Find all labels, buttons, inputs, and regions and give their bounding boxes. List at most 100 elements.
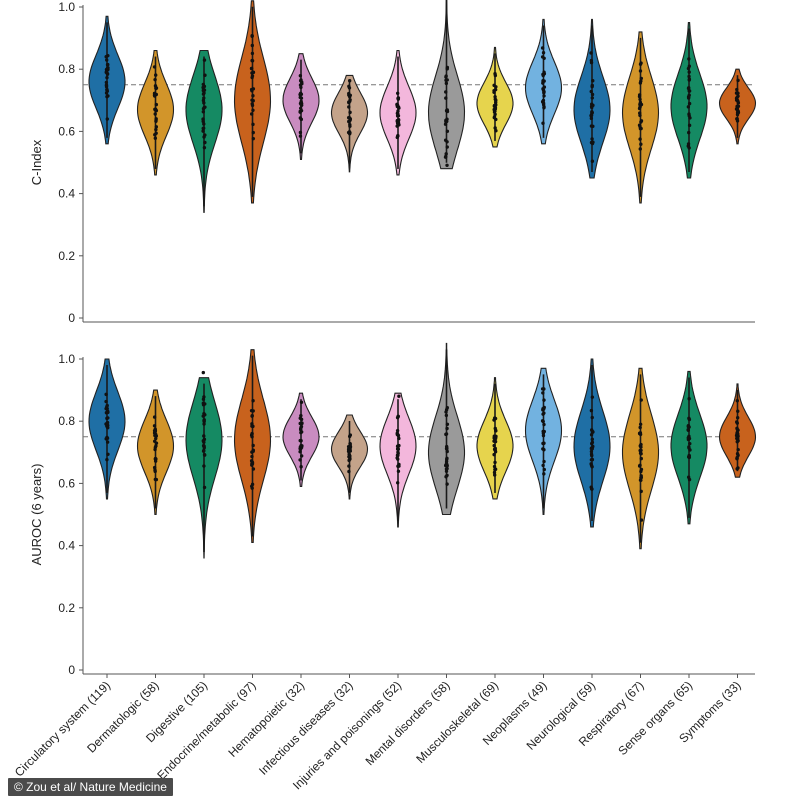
- violin-point: [687, 416, 691, 421]
- violin-point: [445, 422, 450, 427]
- y-tick-label: 0.6: [58, 124, 75, 138]
- violin-point: [541, 408, 545, 412]
- violin-point: [106, 66, 110, 70]
- violin-point: [492, 83, 496, 88]
- violin-point: [396, 469, 401, 473]
- violin-point: [493, 467, 497, 472]
- violin-point: [687, 57, 691, 61]
- violin-point: [735, 416, 740, 420]
- violin-point: [251, 70, 255, 74]
- y-tick-label: 0.6: [58, 476, 75, 490]
- violin-point: [736, 453, 740, 458]
- violin-point: [687, 397, 691, 401]
- violin-point: [444, 459, 449, 464]
- violin-point: [250, 34, 254, 38]
- violin-point: [251, 443, 255, 448]
- violin-point: [735, 91, 740, 95]
- violin-point: [638, 81, 643, 85]
- violin-point: [250, 43, 255, 48]
- x-tick-label: Endocrine/metabolic (97): [154, 678, 258, 782]
- violin-point: [250, 435, 254, 439]
- violin-point: [493, 460, 497, 465]
- y-tick-label: 1.0: [58, 352, 75, 366]
- violin-point: [687, 477, 692, 482]
- violin-point: [153, 77, 157, 82]
- violin-point: [541, 98, 546, 103]
- violin-point: [201, 449, 206, 453]
- violin-point: [104, 55, 108, 59]
- violin-point: [346, 130, 351, 135]
- violin-point: [250, 103, 255, 108]
- violin-point: [542, 448, 546, 452]
- violin-point: [105, 70, 109, 74]
- violin-point: [444, 152, 448, 156]
- violin-point: [493, 446, 497, 451]
- violin-point: [106, 452, 110, 456]
- violin-point: [445, 446, 449, 450]
- violin-point: [251, 136, 256, 141]
- y-tick-label: 0: [68, 663, 75, 677]
- violin-point: [153, 108, 157, 112]
- violin-point: [493, 426, 497, 431]
- violin-point: [591, 140, 595, 144]
- violin-point: [589, 458, 594, 462]
- violin-point: [590, 96, 594, 100]
- violin-point: [590, 415, 594, 420]
- violin-point: [202, 422, 206, 426]
- violin-point: [298, 91, 303, 96]
- violin-point: [203, 413, 207, 417]
- violin-point: [589, 116, 594, 121]
- violin-point: [152, 465, 157, 470]
- violin-point: [348, 98, 352, 102]
- y-tick-label: 1.0: [58, 0, 75, 14]
- violin-point: [639, 448, 643, 453]
- violin-point: [396, 109, 400, 113]
- violin-point: [395, 481, 400, 485]
- violin-point: [589, 89, 593, 94]
- violin-point: [735, 111, 740, 115]
- violin-point: [444, 90, 448, 94]
- violin-point: [201, 92, 206, 96]
- violin-point: [154, 86, 159, 90]
- violin-point: [638, 97, 642, 102]
- violin-point: [105, 457, 109, 462]
- violin-point: [251, 94, 255, 98]
- violin-point: [105, 440, 110, 444]
- violin-point: [736, 78, 740, 83]
- violin-point: [300, 82, 304, 86]
- violin-point: [493, 87, 498, 92]
- violin-point: [736, 447, 740, 452]
- violin-point: [638, 124, 642, 129]
- violin-point: [396, 451, 400, 456]
- violin-point: [542, 85, 547, 89]
- y-tick-label: 0: [68, 311, 75, 325]
- violin-point: [639, 475, 644, 480]
- violin-point: [202, 122, 206, 126]
- violin-point: [104, 399, 108, 404]
- violin-point: [396, 96, 400, 101]
- violin-point: [493, 436, 498, 441]
- violin-point: [201, 370, 206, 375]
- violin-point: [250, 454, 254, 459]
- violin-point: [395, 456, 399, 460]
- violin-point: [639, 102, 644, 107]
- violin-point: [494, 103, 498, 107]
- violin-point: [154, 436, 158, 441]
- y-axis-label: C-Index: [29, 139, 44, 185]
- violin-point: [639, 489, 643, 494]
- violin-point: [202, 453, 207, 457]
- violin-point: [687, 114, 691, 118]
- violin-point: [541, 121, 545, 125]
- violin-point: [154, 441, 159, 445]
- x-tick-label: Infectious diseases (32): [256, 678, 356, 778]
- violin-point: [591, 79, 595, 83]
- violin-point: [298, 134, 303, 138]
- violin-point: [686, 95, 691, 99]
- violin-point: [105, 436, 110, 440]
- violin-point: [249, 66, 254, 71]
- violin-point: [154, 119, 158, 123]
- violin-point: [687, 446, 691, 450]
- violin-point: [299, 454, 304, 458]
- violin-point: [397, 436, 401, 441]
- violin-point: [298, 74, 303, 78]
